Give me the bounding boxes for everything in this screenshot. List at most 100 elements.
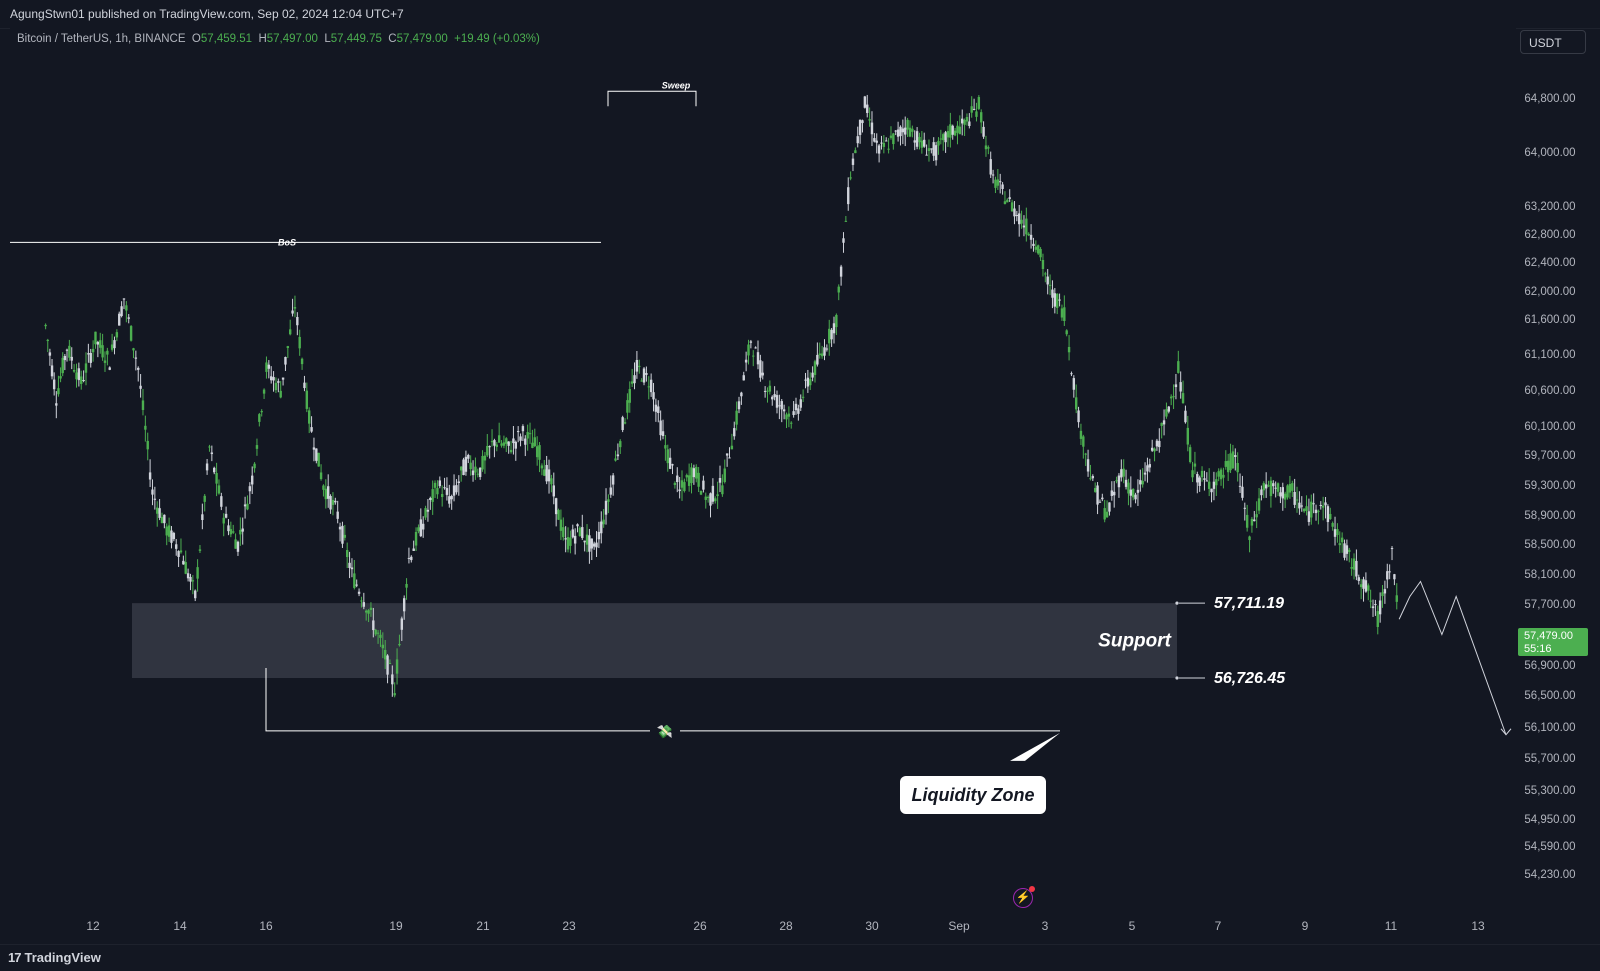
candle-body xyxy=(500,443,503,446)
candle-body xyxy=(241,528,244,532)
candle-body xyxy=(367,610,370,614)
candle-body xyxy=(179,550,183,553)
price-chart[interactable]: BoS Sweep 💸 57,711.19 56,726.45 Support xyxy=(10,28,1516,906)
time-tick-label: 30 xyxy=(865,919,879,933)
candle-body xyxy=(806,377,810,387)
price-tick-label: 57,700.00 xyxy=(1524,599,1575,611)
candle-body xyxy=(227,525,230,532)
candle-body xyxy=(1245,514,1249,528)
candle-body xyxy=(768,385,772,392)
candle-body xyxy=(811,372,814,378)
candle-body xyxy=(927,148,931,152)
lightning-icon[interactable]: ⚡ xyxy=(1013,886,1035,908)
candle-body xyxy=(191,580,195,582)
candle-body xyxy=(994,179,997,188)
candle-body xyxy=(842,238,845,243)
candle-body xyxy=(239,529,242,535)
candle-body xyxy=(1241,486,1244,498)
candle-body xyxy=(1248,536,1251,541)
bar-countdown: 55:16 xyxy=(1524,643,1552,655)
candle-body xyxy=(559,519,563,531)
tradingview-logo[interactable]: 17 TradingView xyxy=(8,950,101,965)
candle-body xyxy=(1048,284,1052,286)
candle-body xyxy=(326,486,330,499)
candle-body xyxy=(1037,245,1040,254)
candle-body xyxy=(1310,501,1313,518)
candle-body xyxy=(1010,202,1014,212)
candle-body xyxy=(1174,384,1178,388)
price-tick-label: 60,100.00 xyxy=(1524,421,1575,433)
candle-body xyxy=(595,542,598,548)
candle-body xyxy=(334,500,337,503)
time-axis[interactable]: 12 14 16 19 21 23 26 28 30 Sep 3 5 7 9 11 13 xyxy=(0,906,1516,944)
candle-body xyxy=(939,138,943,140)
candle-body xyxy=(502,442,506,446)
candle-body xyxy=(490,441,494,443)
candle-body xyxy=(680,480,684,488)
candle-body xyxy=(818,353,821,356)
chart-pane[interactable]: BoS Sweep 💸 57,711.19 56,726.45 Support xyxy=(10,28,1516,906)
candle-body xyxy=(1013,208,1016,217)
candle-body xyxy=(1084,453,1087,455)
candle-body xyxy=(433,482,437,488)
candle-body xyxy=(1089,478,1092,480)
candle-body xyxy=(604,500,608,515)
candle-body xyxy=(702,480,705,490)
candle-body xyxy=(1305,506,1308,511)
price-axis[interactable]: 64,800.00 64,000.00 63,200.00 62,800.00 62,4… xyxy=(1516,28,1600,906)
candle-body xyxy=(1340,537,1344,543)
time-tick-label: 9 xyxy=(1302,919,1309,933)
candle-body xyxy=(89,353,92,363)
candle-body xyxy=(160,516,164,524)
candle-body xyxy=(1386,571,1389,580)
candle-body xyxy=(830,329,833,340)
candle-body xyxy=(535,446,539,458)
candle-body xyxy=(391,674,394,685)
candle-body xyxy=(55,403,58,406)
candle-body xyxy=(1134,494,1137,500)
candle-body xyxy=(265,362,268,372)
candle-body xyxy=(1177,361,1180,373)
candle-body xyxy=(980,112,983,123)
candle-body xyxy=(402,598,406,612)
candle-body xyxy=(614,458,617,461)
candle-body xyxy=(393,693,396,696)
candle-body xyxy=(545,464,548,482)
candle-body xyxy=(1307,511,1311,522)
support-label: Support xyxy=(1098,631,1171,652)
candle-body xyxy=(251,475,254,485)
candle-body xyxy=(866,104,869,113)
candle-body xyxy=(984,145,988,150)
candle-body xyxy=(526,432,529,439)
candle-body xyxy=(1032,243,1035,246)
candle-body xyxy=(57,388,60,395)
candle-body xyxy=(709,493,712,506)
candle-body xyxy=(1222,474,1225,478)
price-tick-label: 55,700.00 xyxy=(1524,753,1575,765)
symbol-legend: Bitcoin / TetherUS, 1h, BINANCE O57,459.… xyxy=(17,33,540,45)
candle-body xyxy=(170,530,173,543)
currency-button[interactable]: USDT xyxy=(1520,30,1586,54)
candle-body xyxy=(172,532,176,540)
candle-body xyxy=(77,368,81,381)
candle-body xyxy=(184,562,187,574)
candle-body xyxy=(571,529,574,538)
candle-body xyxy=(289,329,292,335)
time-tick-label: Sep xyxy=(948,919,970,933)
candle-body xyxy=(286,346,290,349)
candle-body xyxy=(716,494,719,497)
candle-body xyxy=(1264,484,1268,489)
candle-body xyxy=(417,527,420,532)
candle-body xyxy=(315,448,318,461)
candle-body xyxy=(1146,465,1149,472)
candle-body xyxy=(471,470,475,476)
candle-body xyxy=(400,618,404,630)
symbol-name[interactable]: Bitcoin / TetherUS, 1h, BINANCE xyxy=(17,33,186,45)
candle-body xyxy=(1077,410,1080,423)
candle-body xyxy=(388,663,392,665)
candle-body xyxy=(1006,199,1009,203)
liquidity-zone-callout[interactable]: Liquidity Zone xyxy=(900,776,1046,814)
candle-body xyxy=(270,376,273,381)
candle-body xyxy=(623,422,627,424)
price-tick-label: 62,800.00 xyxy=(1524,229,1575,241)
